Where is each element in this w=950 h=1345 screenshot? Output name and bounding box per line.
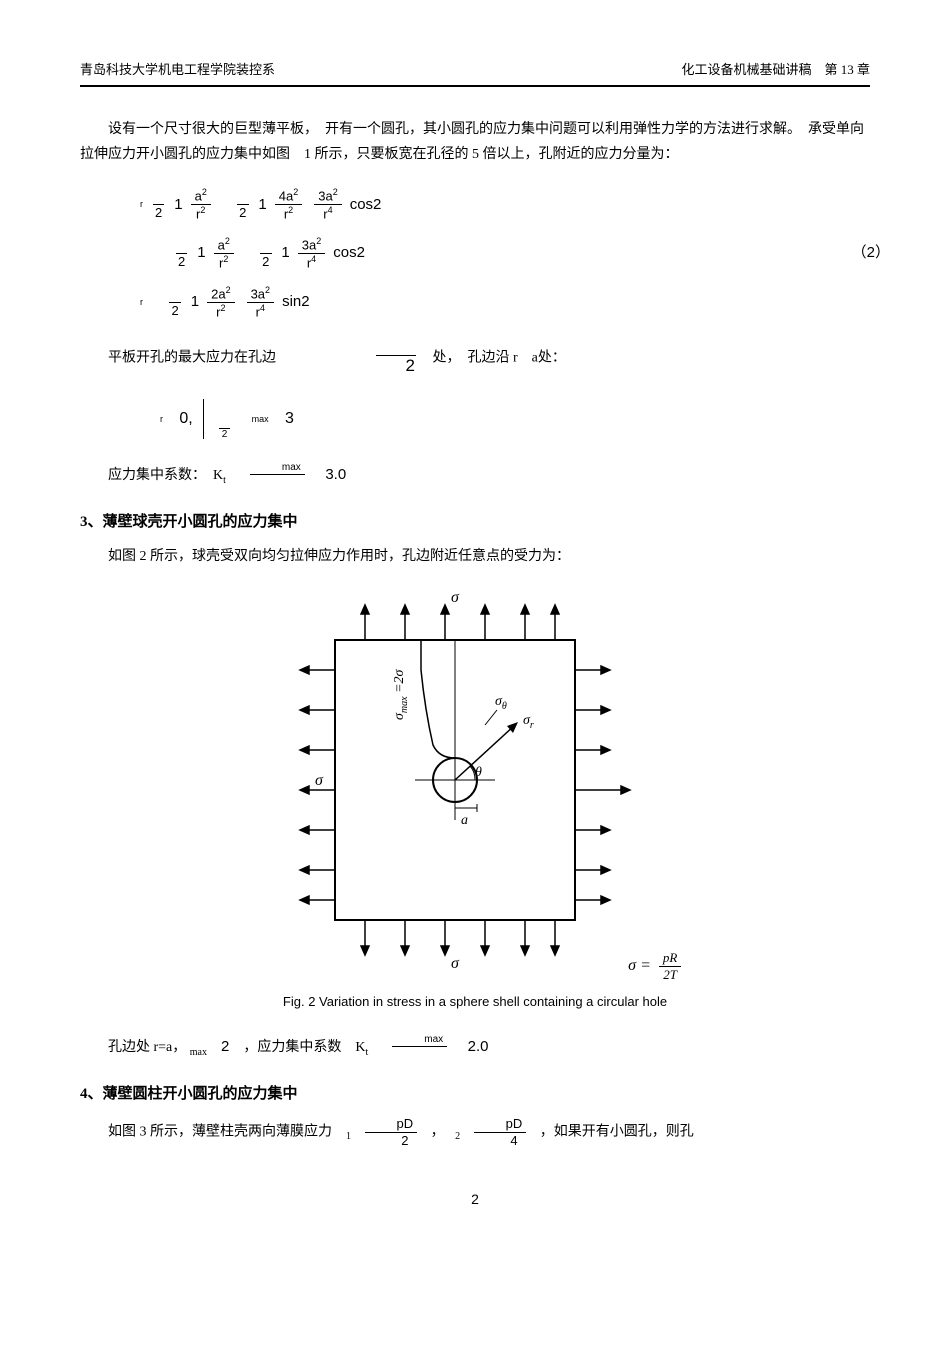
sigma-eq-label: σ = — [628, 957, 651, 974]
figure-2: σ σ σ — [80, 590, 870, 1014]
header-right: 化工设备机械基础讲稿 第 13 章 — [681, 60, 870, 81]
paragraph-6: 如图 3 所示，薄壁柱壳两向薄膜应力 1 pD2 ， 2 pD4 ，如果开有小圆… — [80, 1116, 870, 1148]
paragraph-2: 平板开孔的最大应力在孔边 2 处， 孔边沿 r a处： — [80, 340, 870, 377]
eq-sub: r — [140, 197, 143, 211]
page-header: 青岛科技大学机电工程学院装控系 化工设备机械基础讲稿 第 13 章 — [80, 60, 870, 87]
paragraph-3: 应力集中系数： Kt max 3.0 — [80, 461, 870, 490]
header-left: 青岛科技大学机电工程学院装控系 — [80, 60, 275, 81]
theta-label: θ — [475, 765, 482, 780]
figure-2-svg: σ σ σ — [265, 590, 645, 970]
eq2-line3: r 2 1 2a2r2 3a2r4 sin2 — [140, 285, 870, 320]
sigma-left: σ — [315, 772, 324, 789]
eq-number: （2） — [852, 241, 890, 265]
paragraph-5: 孔边处 r=a， max 2 ，应力集中系数 Kt max 2.0 — [80, 1033, 870, 1062]
section-4-title: 4、薄壁圆柱开小圆孔的应力集中 — [80, 1082, 870, 1106]
sigma-max-label: σmax =2σ — [392, 668, 410, 720]
page-number: 2 — [80, 1188, 870, 1210]
eq-sub: r — [140, 295, 143, 309]
a-label: a — [461, 813, 468, 828]
eq2-line2: 2 1 a2r2 2 1 3a2r4 cos2 — [170, 236, 870, 271]
paragraph-1: 设有一个尺寸很大的巨型薄平板， 开有一个圆孔，其小圆孔的应力集中问题可以利用弹性… — [80, 117, 870, 167]
sigma-top: σ — [451, 590, 460, 606]
section-3-title: 3、薄壁球壳开小圆孔的应力集中 — [80, 510, 870, 534]
equation-3: r 0, 2 max 3 — [160, 397, 870, 442]
equation-2: r 2 1 a2r2 2 1 4a2r2 3a2r4 cos2 2 1 a2r2… — [140, 187, 870, 320]
paragraph-4: 如图 2 所示，球壳受双向均匀拉伸应力作用时，孔边附近任意点的受力为： — [80, 544, 870, 569]
sigma-r-label: σr — [523, 713, 534, 731]
figure-2-caption: Fig. 2 Variation in stress in a sphere s… — [80, 992, 870, 1013]
sigma-bottom: σ — [451, 955, 460, 970]
eq2-line1: r 2 1 a2r2 2 1 4a2r2 3a2r4 cos2 — [140, 187, 870, 222]
sigma-theta-label: σθ — [495, 694, 507, 712]
